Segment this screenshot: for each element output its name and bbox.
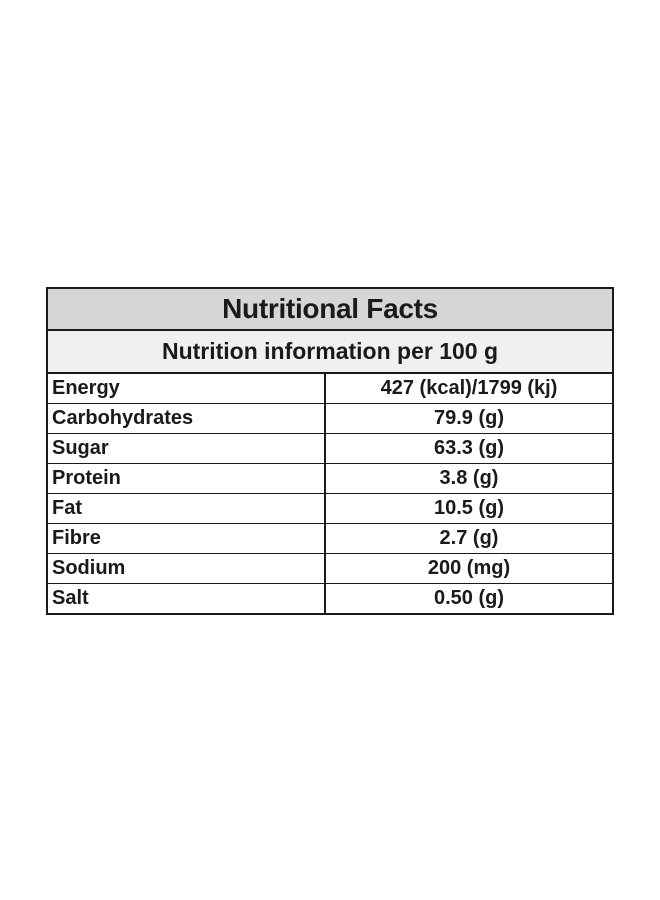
nutrient-name: Sugar (48, 433, 326, 464)
nutrient-name: Energy (48, 374, 326, 404)
nutrient-name: Fat (48, 493, 326, 524)
nutrient-value: 2.7 (g) (325, 523, 612, 554)
table-row-sodium: Sodium 200 (mg) (48, 553, 612, 584)
nutrient-name: Salt (48, 583, 326, 613)
table-row-energy: Energy 427 (kcal)/1799 (kj) (48, 374, 612, 404)
nutrient-name: Carbohydrates (48, 403, 326, 434)
table-row-protein: Protein 3.8 (g) (48, 463, 612, 494)
nutrient-value: 63.3 (g) (325, 433, 612, 464)
table-row-carbohydrates: Carbohydrates 79.9 (g) (48, 403, 612, 434)
nutrient-value: 79.9 (g) (325, 403, 612, 434)
nutrient-value: 10.5 (g) (325, 493, 612, 524)
nutrition-facts-panel: Nutritional Facts Nutrition information … (46, 287, 614, 615)
table-row-sugar: Sugar 63.3 (g) (48, 433, 612, 464)
nutrient-value: 200 (mg) (325, 553, 612, 584)
nutrient-name: Sodium (48, 553, 326, 584)
table-row-salt: Salt 0.50 (g) (48, 583, 612, 613)
nutrient-value: 0.50 (g) (325, 583, 612, 613)
nutrient-name: Protein (48, 463, 326, 494)
panel-subtitle: Nutrition information per 100 g (48, 331, 612, 374)
table-row-fat: Fat 10.5 (g) (48, 493, 612, 524)
panel-title: Nutritional Facts (48, 289, 612, 331)
nutrient-value: 3.8 (g) (325, 463, 612, 494)
nutrition-table: Energy 427 (kcal)/1799 (kj) Carbohydrate… (48, 374, 612, 613)
table-row-fibre: Fibre 2.7 (g) (48, 523, 612, 554)
nutrient-value: 427 (kcal)/1799 (kj) (380, 377, 558, 399)
nutrient-name: Fibre (48, 523, 326, 554)
